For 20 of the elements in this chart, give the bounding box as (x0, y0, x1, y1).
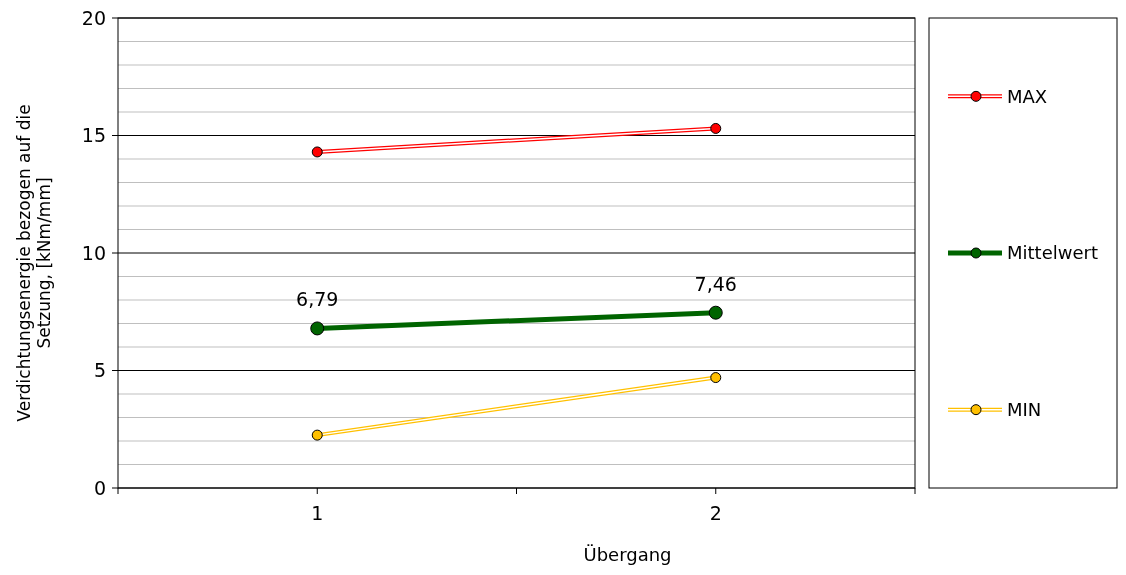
y-tick-label: 0 (93, 476, 106, 499)
x-tick-label: 2 (709, 502, 722, 524)
y-tick-label: 15 (81, 124, 106, 147)
x-axis-title: Übergang (583, 544, 672, 565)
point (311, 146, 323, 158)
data-label: 7,46 (694, 272, 737, 295)
y-tick-label: 5 (93, 359, 106, 382)
x-tick-label: 1 (311, 502, 324, 524)
legend-label: Mittelwert (1007, 242, 1098, 264)
point (311, 429, 323, 441)
legend-label: MIN (1007, 398, 1042, 420)
point (708, 305, 723, 320)
point (710, 122, 722, 134)
data-label: 6,79 (296, 288, 339, 311)
y-axis-title: Verdichtungsenergie bezogen auf die Setzung, [kNm/mm] (14, 104, 54, 422)
legend-label: MAX (1007, 85, 1048, 107)
y-tick-label: 10 (81, 241, 106, 264)
y-tick-label: 20 (81, 6, 106, 29)
point (310, 321, 325, 336)
point (710, 372, 722, 384)
